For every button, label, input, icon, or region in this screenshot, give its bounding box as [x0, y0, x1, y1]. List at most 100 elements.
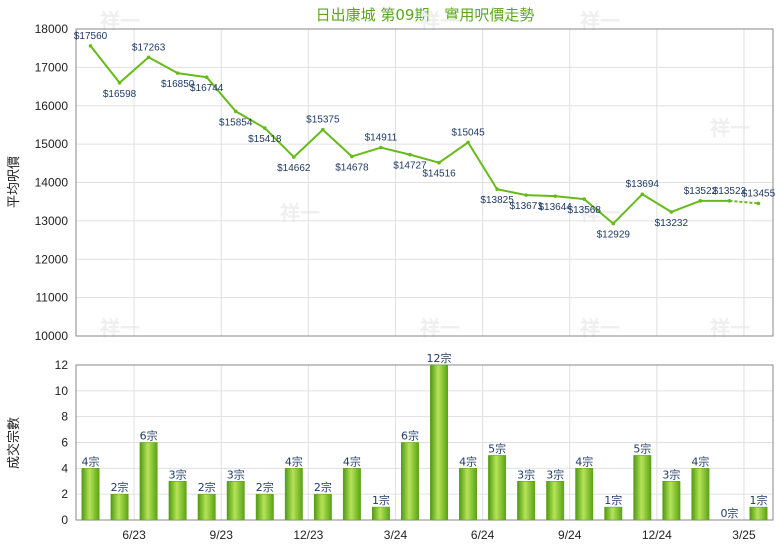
volume-bar — [604, 506, 623, 521]
price-data-label: $13568 — [568, 205, 602, 216]
x-tick-label: 12/24 — [642, 528, 672, 542]
volume-bar — [401, 442, 419, 521]
price-y-tick: 17000 — [35, 60, 69, 74]
price-point — [495, 187, 499, 192]
volume-data-label: 5宗 — [633, 441, 651, 455]
price-y-tick: 13000 — [35, 214, 69, 228]
price-data-label: $15045 — [451, 127, 485, 138]
x-tick-label: 12/23 — [293, 528, 323, 542]
price-point — [582, 197, 587, 201]
volume-data-label: 2宗 — [256, 480, 274, 494]
volume-bar — [342, 468, 361, 521]
volume-data-label: 4宗 — [575, 454, 593, 468]
price-data-label: $13522 — [684, 186, 718, 197]
price-line-segment — [148, 56, 179, 75]
price-line-segment — [496, 188, 527, 197]
price-point — [408, 152, 412, 157]
price-line-segment — [293, 129, 324, 158]
volume-data-label: 1宗 — [372, 493, 390, 507]
volume-bar — [139, 442, 158, 521]
price-data-label: $14727 — [393, 161, 427, 172]
chart-title: 日出康城 第09期 - 實用呎價走勢 — [316, 6, 535, 24]
x-tick-label: 9/23 — [210, 528, 234, 542]
volume-bar — [371, 506, 390, 521]
price-line-segment — [583, 198, 614, 225]
volume-data-label: 3宗 — [169, 467, 187, 481]
price-line-segment — [351, 146, 382, 158]
price-data-label: $13232 — [655, 218, 689, 229]
price-point — [756, 201, 761, 206]
price-line-segment — [526, 194, 556, 198]
price-point — [321, 127, 325, 132]
price-y-axis: 10000 11000 12000 13000 14000 15000 16000 17000… — [35, 22, 69, 343]
volume-data-label: 6宗 — [401, 429, 419, 443]
price-line-segment — [555, 195, 585, 201]
price-y-axis-label: 平均呎價 — [7, 156, 22, 208]
price-point — [524, 193, 528, 197]
volume-data-label: 1宗 — [749, 493, 767, 507]
price-point — [175, 71, 180, 75]
x-tick-label: 3/24 — [384, 528, 408, 542]
price-line-segment — [380, 146, 411, 156]
price-point — [379, 145, 383, 150]
price-point — [204, 75, 209, 79]
price-y-tick: 10000 — [35, 329, 69, 343]
volume-y-tick: 0 — [61, 513, 68, 527]
price-data-label: $13694 — [626, 179, 660, 190]
price-line-segment — [177, 72, 207, 79]
price-plot-area — [75, 28, 774, 337]
price-data-label: $13455 — [742, 188, 776, 199]
price-y-tick: 15000 — [35, 137, 69, 151]
price-data-label: $15854 — [219, 117, 253, 128]
price-line-segment — [235, 110, 266, 129]
volume-bar — [197, 493, 216, 521]
volume-bar — [749, 506, 768, 521]
price-point — [698, 199, 703, 203]
x-axis: 6/23 9/23 12/23 3/24 6/24 9/24 12/24 3/25 — [122, 528, 756, 542]
volume-data-label: 4宗 — [343, 454, 361, 468]
price-data-label: $17263 — [132, 42, 166, 53]
volume-bar — [313, 493, 332, 521]
price-data-label: $14516 — [422, 169, 456, 180]
price-point — [466, 140, 470, 145]
price-data-label: $14678 — [335, 162, 369, 173]
volume-plot-area — [75, 364, 774, 521]
price-data-label: $13644 — [539, 202, 573, 213]
price-line-segment — [322, 128, 353, 158]
volume-bar — [517, 481, 536, 521]
price-point — [727, 199, 732, 203]
volume-bar — [430, 364, 448, 521]
price-data-label: $17560 — [74, 31, 108, 42]
price-line-segment — [89, 45, 121, 84]
x-tick-label: 6/23 — [122, 528, 146, 542]
volume-bar — [284, 468, 303, 521]
volume-data-label: 4宗 — [691, 454, 709, 468]
volume-y-tick: 12 — [55, 358, 69, 372]
price-data-label: $13671 — [509, 201, 543, 212]
volume-y-tick: 2 — [61, 487, 68, 501]
volume-y-tick: 8 — [61, 410, 68, 424]
volume-bar — [691, 468, 710, 521]
price-line-segment — [264, 127, 295, 158]
volume-bar — [488, 455, 507, 521]
watermark-text: 祥一 — [280, 201, 320, 225]
volume-data-label: 3宗 — [546, 467, 564, 481]
volume-data-labels: 4宗 2宗 6宗 3宗 2宗 3宗 2宗 4宗 2宗 4宗 1宗 6宗 12宗 4宗 5宗 3宗 3宗 4宗 1宗 5… — [82, 351, 768, 520]
price-line-segment — [670, 199, 701, 213]
price-y-tick: 12000 — [35, 252, 69, 266]
volume-bar — [226, 481, 245, 521]
volume-data-label: 12宗 — [427, 351, 452, 365]
price-data-label: $16744 — [190, 83, 224, 94]
volume-y-tick: 4 — [61, 461, 68, 475]
price-y-tick: 18000 — [35, 22, 69, 36]
volume-data-label: 2宗 — [198, 480, 216, 494]
volume-data-label: 4宗 — [459, 454, 477, 468]
volume-bar — [575, 468, 594, 521]
price-point — [437, 160, 441, 165]
volume-y-axis: 0 2 4 6 8 10 12 — [55, 358, 69, 527]
price-line-segment — [438, 141, 469, 164]
price-point — [553, 194, 557, 198]
price-data-label: $15375 — [306, 115, 340, 126]
volume-y-tick: 10 — [55, 384, 69, 398]
